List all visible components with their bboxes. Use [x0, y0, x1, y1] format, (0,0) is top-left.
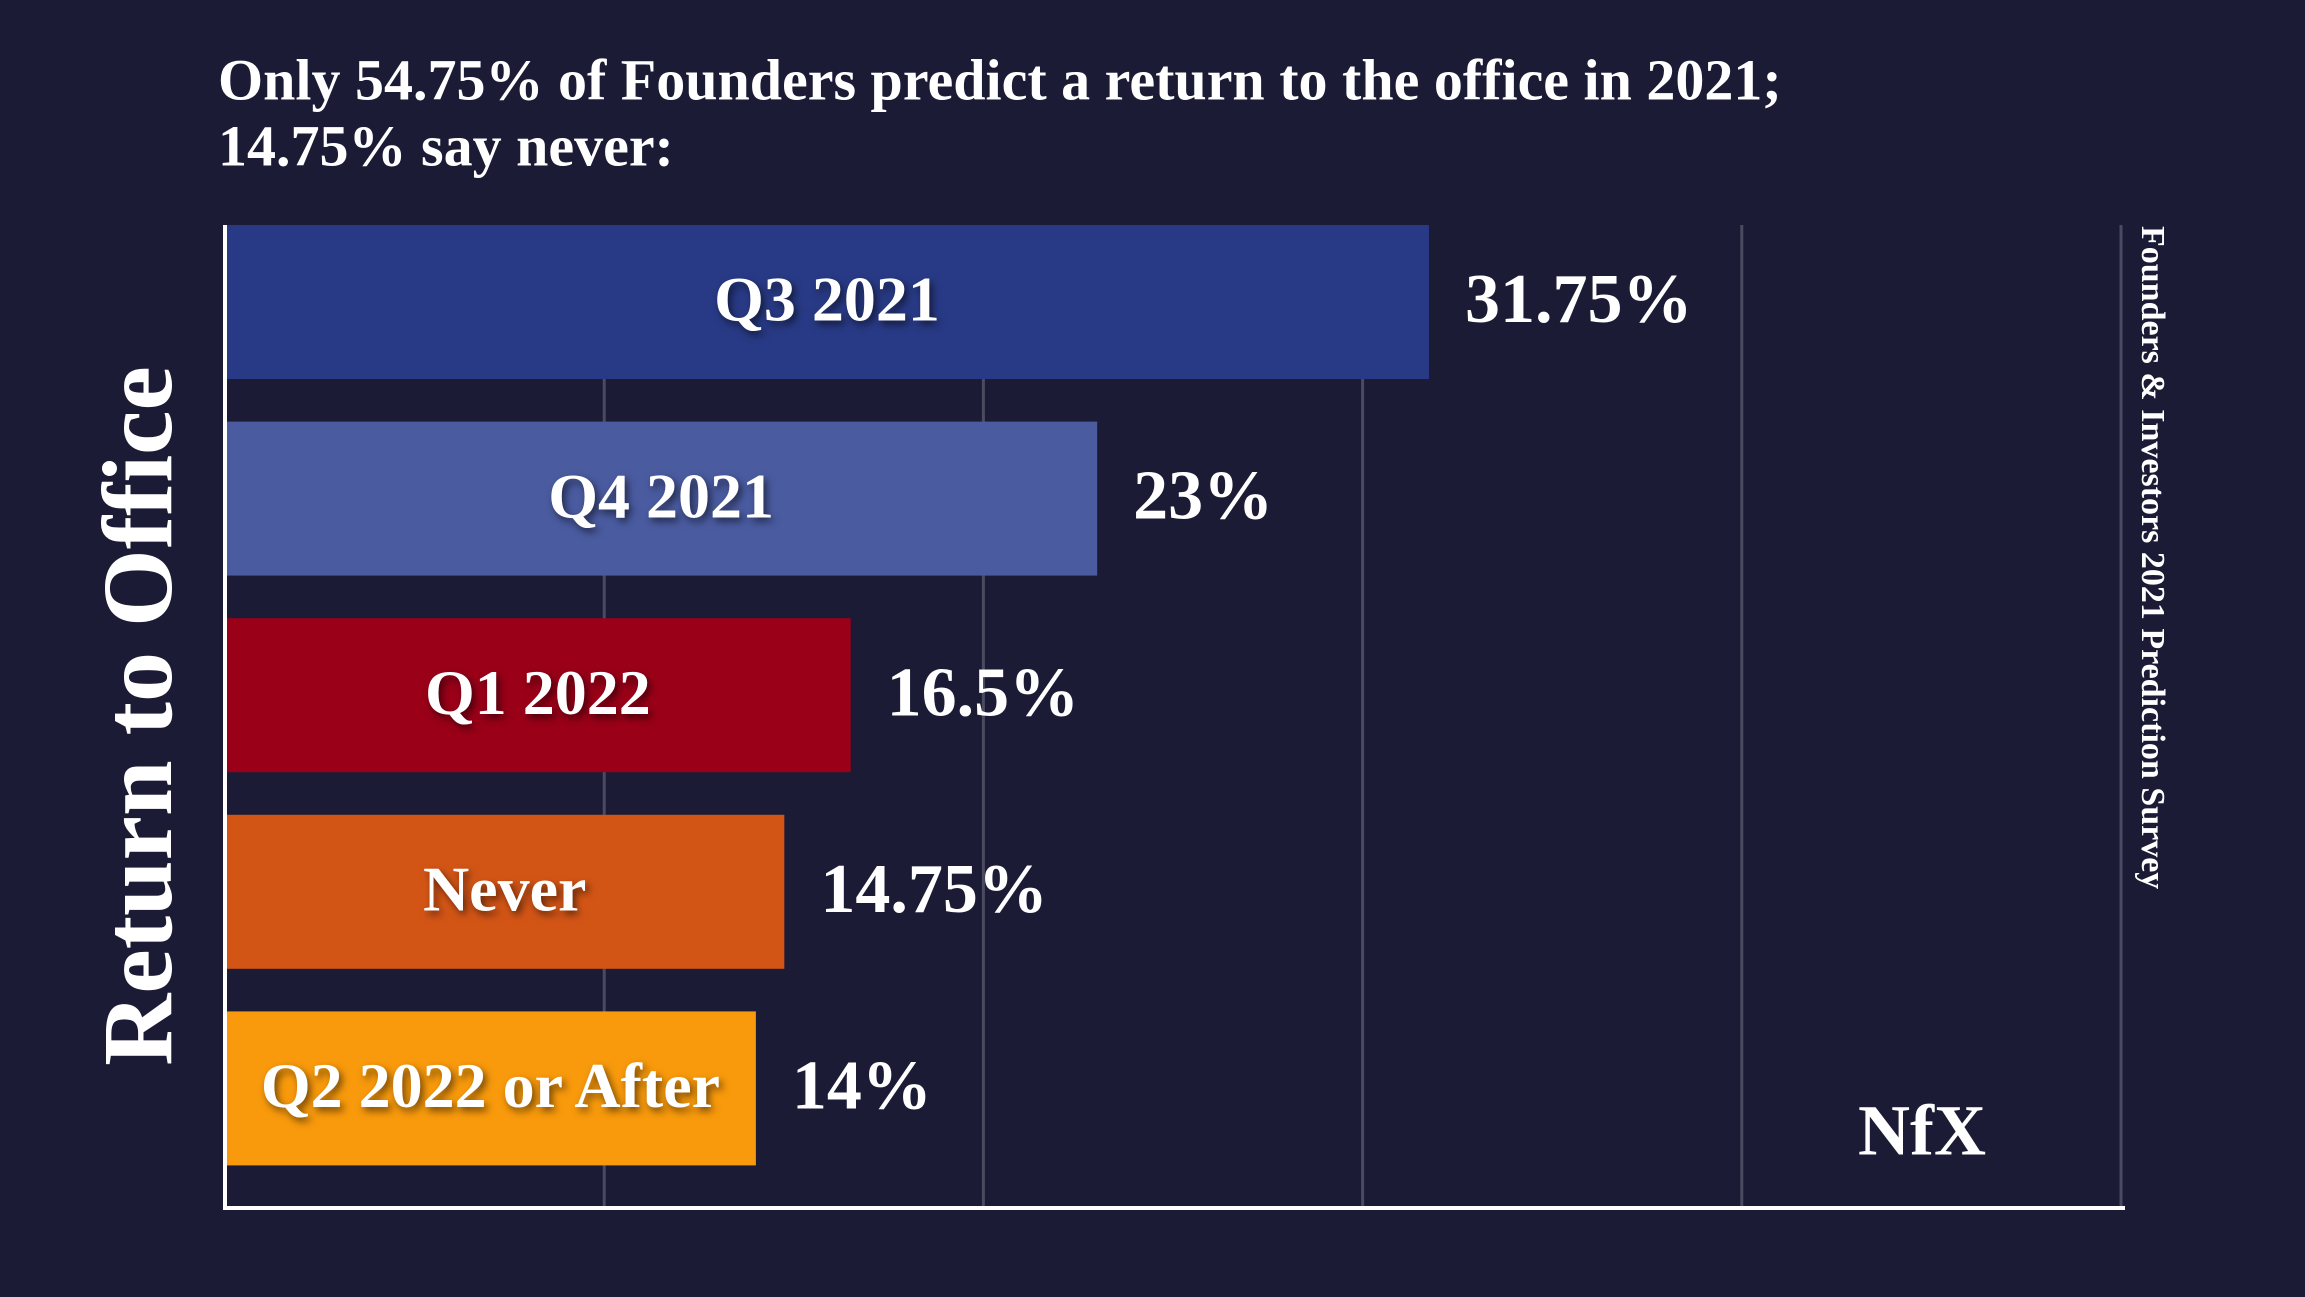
chart-title: Only 54.75% of Founders predict a return…: [218, 47, 1782, 112]
y-axis-label: Return to Office: [82, 366, 193, 1066]
bar-label: Q2 2022 or After: [261, 1050, 720, 1121]
logo: NfX: [1858, 1091, 1986, 1171]
bar-label: Q3 2021: [714, 264, 940, 335]
bar: [225, 1011, 756, 1166]
bar-label: Never: [423, 853, 586, 924]
bar-label: Q1 2022: [425, 657, 651, 728]
source-note: Founders & Investors 2021 Prediction Sur…: [2134, 226, 2171, 889]
bar: [225, 618, 851, 773]
bar-label: Q4 2021: [548, 460, 774, 531]
bar: [225, 421, 1098, 576]
chart-title: 14.75% say never:: [218, 113, 674, 178]
value-label: 31.75%: [1465, 261, 1693, 338]
value-label: 16.5%: [887, 654, 1079, 731]
value-label: 14%: [792, 1047, 932, 1124]
value-label: 23%: [1133, 458, 1273, 535]
bar: [225, 225, 1429, 379]
value-label: 14.75%: [820, 851, 1048, 928]
bar: [225, 814, 785, 969]
